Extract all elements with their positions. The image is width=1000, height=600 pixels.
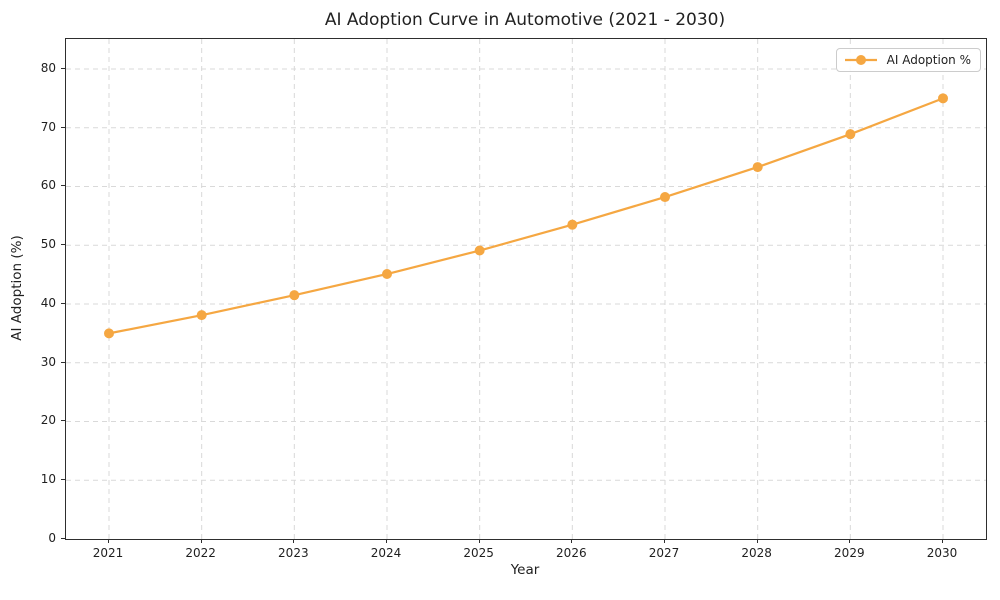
y-tick-label-10: 10	[40, 472, 56, 487]
x-tick-label-2025: 2025	[463, 546, 494, 560]
y-tick-mark-30	[61, 361, 65, 363]
y-tick-label-60: 60	[40, 178, 56, 193]
legend-line-marker-icon	[844, 55, 877, 65]
x-tick-mark-2026	[571, 539, 573, 543]
y-tick-label-80: 80	[40, 60, 56, 75]
x-tick-label-2028: 2028	[741, 546, 772, 560]
y-tick-mark-0	[61, 538, 65, 539]
x-tick-label-2026: 2026	[556, 546, 587, 560]
data-point-2027	[660, 192, 670, 203]
x-tick-label-2023: 2023	[278, 546, 309, 560]
legend-label: AI Adoption %	[886, 53, 971, 67]
y-tick-label-70: 70	[40, 119, 56, 134]
y-tick-label-40: 40	[40, 295, 56, 310]
chart-title: AI Adoption Curve in Automotive (2021 - …	[324, 10, 726, 30]
data-point-2030	[938, 93, 948, 104]
x-tick-label-2022: 2022	[185, 546, 216, 560]
x-tick-label-2021: 2021	[92, 546, 124, 560]
y-tick-label-50: 50	[40, 237, 56, 252]
legend: AI Adoption %	[835, 48, 981, 72]
data-line-AI Adoption %	[107, 97, 945, 335]
plot-canvas	[66, 39, 986, 539]
x-tick-mark-2029	[849, 539, 851, 543]
data-point-2025	[474, 245, 485, 256]
y-tick-mark-40	[61, 302, 65, 304]
data-point-2022	[196, 310, 207, 321]
x-tick-mark-2025	[478, 539, 480, 543]
y-tick-mark-70	[61, 126, 65, 128]
data-point-2023	[289, 290, 300, 301]
x-tick-mark-2022	[200, 539, 202, 543]
y-tick-label-0: 0	[48, 531, 56, 545]
y-tick-mark-80	[61, 67, 65, 69]
data-point-2024	[382, 269, 392, 280]
plot-area: AI Adoption %	[65, 38, 987, 540]
data-point-2028	[752, 162, 763, 173]
y-tick-mark-10	[61, 479, 65, 481]
x-axis-label: Year	[510, 562, 540, 578]
x-tick-mark-2030	[942, 539, 943, 543]
data-point-2029	[845, 129, 856, 140]
data-point-2021	[104, 328, 114, 339]
y-tick-mark-20	[61, 420, 65, 422]
x-tick-mark-2021	[108, 539, 109, 543]
x-tick-mark-2028	[756, 539, 758, 543]
x-tick-label-2024: 2024	[370, 546, 402, 560]
y-tick-mark-50	[61, 244, 65, 246]
x-tick-mark-2023	[293, 539, 295, 543]
x-tick-mark-2024	[386, 539, 387, 543]
y-tick-label-30: 30	[40, 354, 56, 369]
x-tick-label-2029: 2029	[834, 546, 865, 560]
data-point-2026	[567, 219, 578, 230]
x-tick-label-2027: 2027	[648, 546, 680, 560]
x-tick-mark-2027	[664, 539, 665, 543]
x-tick-label-2030: 2030	[926, 546, 958, 560]
y-tick-label-20: 20	[40, 413, 56, 428]
y-tick-mark-60	[61, 185, 65, 187]
